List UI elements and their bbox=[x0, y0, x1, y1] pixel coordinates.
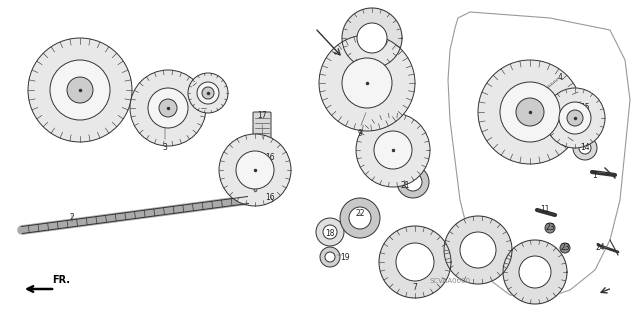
Circle shape bbox=[545, 223, 555, 233]
Circle shape bbox=[567, 110, 583, 126]
Circle shape bbox=[316, 218, 344, 246]
Text: 18: 18 bbox=[325, 228, 335, 238]
Circle shape bbox=[374, 131, 412, 169]
Text: 19: 19 bbox=[340, 254, 350, 263]
Text: 23: 23 bbox=[560, 243, 570, 253]
Circle shape bbox=[478, 60, 582, 164]
FancyBboxPatch shape bbox=[253, 112, 271, 142]
Circle shape bbox=[356, 113, 430, 187]
Text: 24: 24 bbox=[595, 243, 605, 253]
Text: 4: 4 bbox=[557, 73, 563, 83]
Text: 23: 23 bbox=[545, 224, 555, 233]
Text: 16: 16 bbox=[265, 153, 275, 162]
Polygon shape bbox=[379, 226, 451, 298]
Circle shape bbox=[573, 136, 597, 160]
Circle shape bbox=[320, 247, 340, 267]
Text: 3: 3 bbox=[163, 144, 168, 152]
Circle shape bbox=[236, 151, 274, 189]
Text: 15: 15 bbox=[580, 103, 590, 113]
Text: 11: 11 bbox=[540, 205, 550, 214]
Circle shape bbox=[202, 87, 214, 99]
Text: 9: 9 bbox=[358, 129, 362, 137]
Circle shape bbox=[545, 88, 605, 148]
Circle shape bbox=[349, 207, 371, 229]
Text: 17: 17 bbox=[257, 110, 267, 120]
Circle shape bbox=[579, 142, 591, 154]
Text: 12: 12 bbox=[476, 243, 484, 253]
Text: 21: 21 bbox=[400, 181, 410, 189]
Circle shape bbox=[188, 73, 228, 113]
Circle shape bbox=[67, 77, 93, 103]
Circle shape bbox=[357, 23, 387, 53]
Circle shape bbox=[500, 82, 560, 142]
Text: 1: 1 bbox=[593, 170, 597, 180]
Circle shape bbox=[325, 252, 335, 262]
Circle shape bbox=[148, 88, 188, 128]
Text: 10: 10 bbox=[385, 159, 395, 167]
Circle shape bbox=[342, 58, 392, 108]
Polygon shape bbox=[342, 8, 402, 68]
Circle shape bbox=[219, 134, 291, 206]
Circle shape bbox=[159, 99, 177, 117]
Circle shape bbox=[559, 102, 591, 134]
Circle shape bbox=[404, 173, 422, 191]
Text: 14: 14 bbox=[580, 144, 590, 152]
Text: 5: 5 bbox=[52, 95, 58, 105]
Text: 13: 13 bbox=[525, 273, 535, 283]
Circle shape bbox=[340, 198, 380, 238]
Text: 2: 2 bbox=[70, 213, 74, 222]
Text: 7: 7 bbox=[413, 283, 417, 292]
Circle shape bbox=[197, 82, 219, 104]
Text: 20: 20 bbox=[375, 33, 385, 42]
Circle shape bbox=[519, 256, 551, 288]
Polygon shape bbox=[444, 216, 512, 284]
Circle shape bbox=[396, 243, 434, 281]
Polygon shape bbox=[503, 240, 567, 304]
Circle shape bbox=[28, 38, 132, 142]
Text: 22: 22 bbox=[355, 209, 365, 218]
Circle shape bbox=[319, 35, 415, 131]
Circle shape bbox=[323, 225, 337, 239]
Circle shape bbox=[560, 243, 570, 253]
Circle shape bbox=[50, 60, 110, 120]
Text: SCVAA0600: SCVAA0600 bbox=[429, 278, 470, 284]
Text: FR.: FR. bbox=[52, 275, 70, 285]
Text: 6: 6 bbox=[253, 186, 257, 195]
Circle shape bbox=[130, 70, 206, 146]
Text: 16: 16 bbox=[265, 194, 275, 203]
Circle shape bbox=[460, 232, 496, 268]
Circle shape bbox=[516, 98, 544, 126]
Circle shape bbox=[397, 166, 429, 198]
Text: 8: 8 bbox=[203, 95, 207, 105]
